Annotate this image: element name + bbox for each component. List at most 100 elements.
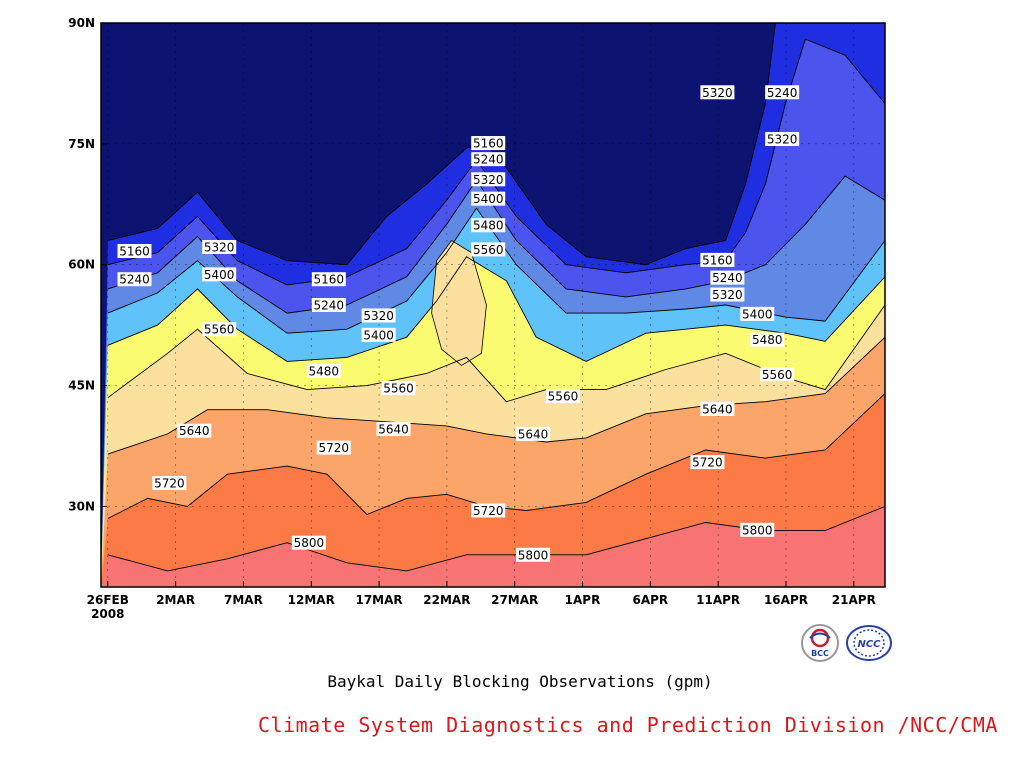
contour-label: 5480 [473,219,504,233]
contour-line-5560 [107,304,886,403]
contour-label-bg-10 [381,380,416,395]
contour-label: 5240 [119,273,150,287]
contour-label: 5240 [712,271,743,285]
contour-label: 5640 [518,427,549,441]
contour-line-5240 [107,38,886,286]
contour-label: 5400 [363,328,394,342]
contour-label-bg-24 [545,389,580,404]
y-tick-label: 45N [68,379,95,393]
contour-label-bg-15 [291,535,326,550]
contour-label-bg-35 [700,85,735,100]
contour-label: 5720 [319,441,350,455]
contour-label: 5560 [473,243,504,257]
contour-label-bg-36 [765,85,800,100]
contour-label-bg-13 [152,476,187,491]
contour-label-bg-32 [700,401,735,416]
contour-label: 5800 [742,523,773,537]
contour-label: 5560 [548,390,579,404]
y-tick-label: 90N [68,16,95,30]
x-tick-year: 2008 [91,607,124,621]
contour-label-bg-17 [471,152,506,167]
contour-label-bg-33 [690,455,725,470]
contour-label-bg-31 [760,367,795,382]
x-tick-label: 2MAR [156,593,195,607]
x-tick-label: 22MAR [423,593,470,607]
x-tick-label: 27MAR [491,593,538,607]
x-tick-label: 16APR [764,593,808,607]
x-tick-label: 6APR [633,593,669,607]
contour-label-bg-12 [177,423,212,438]
svg-text:NCC: NCC [857,639,881,650]
contour-label-bg-23 [516,547,551,562]
contour-label: 5320 [363,309,394,323]
x-tick-label: 26FEB [87,593,129,607]
contour-label: 5640 [378,423,409,437]
contour-label-bg-6 [311,298,346,312]
contour-label-bg-20 [471,218,506,233]
contour-label: 5160 [473,137,504,151]
contour-label: 5400 [473,192,504,206]
contour-label: 5480 [752,333,783,347]
contour-fills [101,23,885,588]
contour-label: 5160 [314,273,345,287]
x-tick-label: 11APR [696,593,740,607]
contour-label: 5720 [473,504,504,518]
contour-label: 5640 [179,424,210,438]
contour-label-bg-22 [471,503,506,518]
y-tick-label: 75N [68,137,95,151]
contour-label: 5400 [204,268,235,282]
svg-text:BCC: BCC [811,649,829,658]
contour-label: 5320 [473,173,504,187]
contour-label-bg-14 [316,440,351,455]
contour-label-bg-37 [765,132,800,147]
contour-label: 5720 [154,477,185,491]
contour-label: 5560 [204,323,235,337]
contour-label-bg-26 [700,252,735,267]
contour-label-bg-5 [311,272,346,287]
y-tick-label: 60N [68,258,95,272]
contour-label: 5560 [383,381,414,395]
contour-label-bg-9 [306,364,341,379]
contour-label: 5800 [294,536,325,550]
credit-line: Climate System Diagnostics and Predictio… [258,713,998,737]
contour-label: 5160 [119,245,150,259]
x-tick-label: 21APR [832,593,876,607]
x-tick-label: 7MAR [224,593,263,607]
contour-label: 5480 [309,365,340,379]
contour-label-bg-16 [471,136,506,151]
contour-chart: 5160 5240 5320 5400 5560 5160 5240 5320 5400 5480… [68,16,886,621]
x-axis-ticks: 26FEB 2MAR 7MAR 12MAR 17MAR 22MAR 27MAR 1APR 6AP… [87,581,876,621]
y-axis-ticks: 30N 45N 60N 75N 90N [68,16,107,513]
contour-label: 5320 [204,240,235,254]
contour-label-bg-7 [361,308,396,323]
contour-label: 5720 [692,456,723,470]
contour-label-bg-3 [202,267,237,282]
contour-labels: 5160 5240 5320 5400 5560 5160 5240 5320 5400 5480… [117,85,800,562]
y-tick-label: 30N [68,499,95,513]
contour-label: 5400 [742,307,773,321]
contour-label-bg-4 [202,322,237,337]
contour-label-bg-8 [361,327,396,342]
plot-frame [100,22,886,588]
contour-label: 5800 [518,548,549,562]
contour-label: 5320 [712,288,743,302]
contour-label-bg-11 [376,422,411,437]
contour-label: 5240 [473,153,504,167]
contour-label-bg-25 [516,426,551,441]
closed-contour-5560 [431,240,487,366]
contour-line-5720 [107,393,886,519]
ncc-logo: NCC [845,623,893,663]
bcc-logo: BCC [800,623,840,663]
contour-label-bg-18 [471,172,506,187]
contour-label-bg-19 [471,191,506,206]
contour-label: 5560 [762,368,793,382]
contour-label-bg-34 [740,522,775,537]
contour-label-bg-2 [202,239,237,254]
contour-label-bg-0 [117,244,152,259]
contour-label-bg-27 [710,270,745,285]
fill-band-9 [101,506,885,587]
contour-label: 5240 [314,299,345,313]
x-tick-label: 1APR [565,593,601,607]
contour-label: 5320 [702,86,733,100]
x-tick-label: 17MAR [355,593,402,607]
